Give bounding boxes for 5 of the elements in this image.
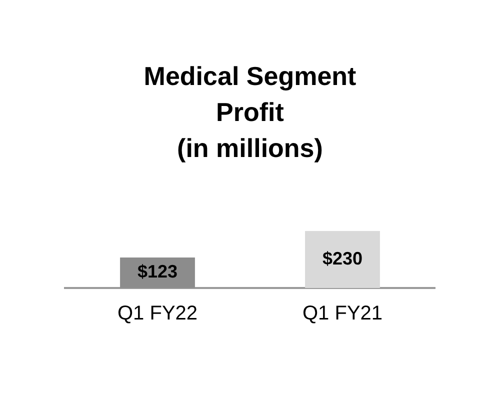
x-tick-label: Q1 FY21 [302, 302, 383, 325]
x-tick-label: Q1 FY22 [117, 302, 198, 325]
data-label: $123 [137, 262, 178, 282]
chart-title: Medical Segment Profit (in millions) [142, 60, 358, 165]
data-label: $230 [322, 248, 363, 268]
